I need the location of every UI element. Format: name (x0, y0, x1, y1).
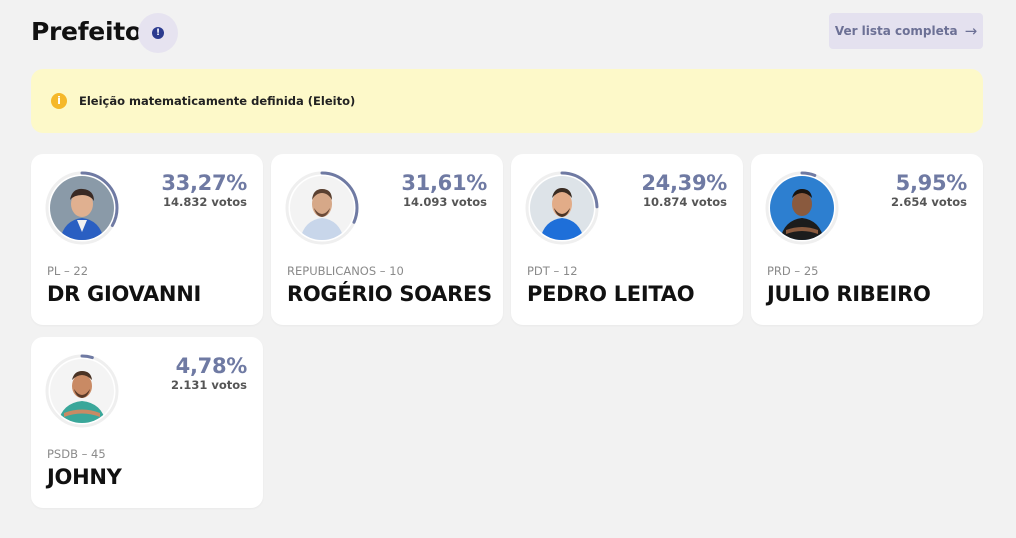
page-header: Prefeito ! Ver lista completa → (31, 12, 983, 53)
candidate-card[interactable]: 24,39% 10.874 votos PDT – 12 PEDRO LEITA… (511, 154, 743, 325)
candidate-name: DR GIOVANNI (47, 282, 201, 306)
page-title: Prefeito (31, 17, 142, 46)
candidate-avatar-ring (44, 353, 120, 429)
candidate-name: PEDRO LEITAO (527, 282, 695, 306)
vote-count: 2.131 votos (170, 378, 247, 392)
candidate-name: JULIO RIBEIRO (767, 282, 931, 306)
party-label: PRD – 25 (767, 264, 819, 278)
candidate-name: ROGÉRIO SOARES (287, 282, 492, 306)
arrow-right-icon: → (964, 22, 978, 40)
view-full-list-label: Ver lista completa (834, 24, 958, 38)
alert-text: Eleição matematicamente definida (Eleito… (79, 94, 356, 108)
vote-count: 14.832 votos (162, 195, 247, 209)
avatar (770, 176, 834, 240)
candidate-avatar-ring (524, 170, 600, 246)
vote-count: 2.654 votos (890, 195, 967, 209)
info-button[interactable]: ! (138, 13, 178, 53)
candidate-card[interactable]: 31,61% 14.093 votos REPUBLICANOS – 10 RO… (271, 154, 503, 325)
candidate-card[interactable]: 5,95% 2.654 votos PRD – 25 JULIO RIBEIRO (751, 154, 983, 325)
candidate-name: JOHNY (47, 465, 122, 489)
avatar (50, 359, 114, 423)
party-label: PDT – 12 (527, 264, 578, 278)
vote-count: 14.093 votos (402, 195, 487, 209)
avatar (50, 176, 114, 240)
party-label: PSDB – 45 (47, 447, 106, 461)
party-label: REPUBLICANOS – 10 (287, 264, 404, 278)
candidate-card[interactable]: 33,27% 14.832 votos PL – 22 DR GIOVANNI (31, 154, 263, 325)
candidate-avatar-ring (284, 170, 360, 246)
candidate-avatar-ring (764, 170, 840, 246)
info-icon: i (51, 93, 67, 109)
party-label: PL – 22 (47, 264, 89, 278)
avatar (530, 176, 594, 240)
info-icon: ! (152, 27, 164, 39)
vote-percentage: 31,61% (401, 171, 487, 195)
view-full-list-button[interactable]: Ver lista completa → (829, 13, 983, 49)
vote-percentage: 33,27% (161, 171, 247, 195)
vote-percentage: 5,95% (895, 171, 968, 195)
vote-percentage: 4,78% (175, 354, 248, 378)
candidate-card[interactable]: 4,78% 2.131 votos PSDB – 45 JOHNY (31, 337, 263, 508)
candidate-avatar-ring (44, 170, 120, 246)
avatar (290, 176, 354, 240)
election-status-alert: i Eleição matematicamente definida (Elei… (31, 69, 983, 133)
vote-count: 10.874 votos (642, 195, 727, 209)
vote-percentage: 24,39% (641, 171, 727, 195)
